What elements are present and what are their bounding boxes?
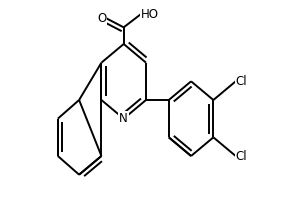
- Text: N: N: [119, 112, 128, 125]
- Text: Cl: Cl: [236, 150, 247, 163]
- Text: Cl: Cl: [236, 75, 247, 88]
- Text: O: O: [97, 12, 106, 25]
- Text: HO: HO: [141, 8, 159, 20]
